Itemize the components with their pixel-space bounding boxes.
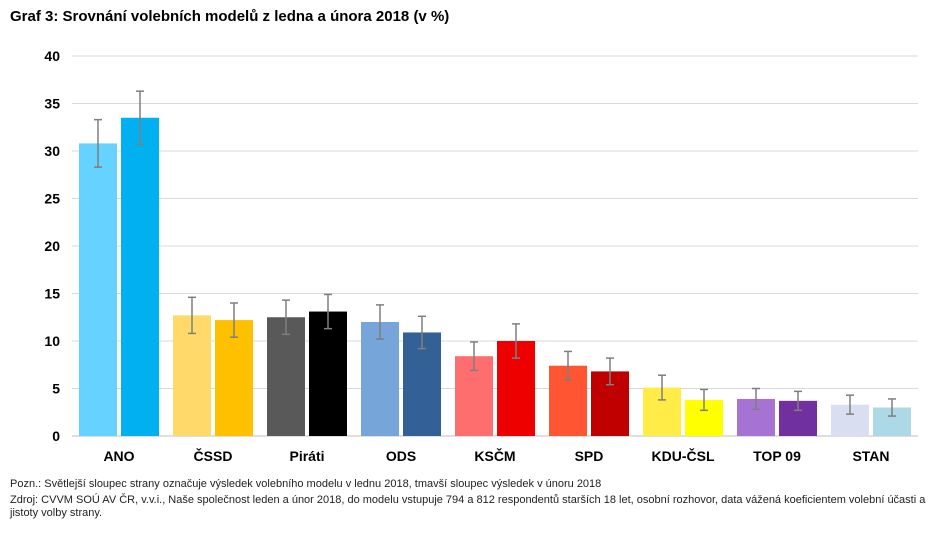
source-text: Zdroj: CVVM SOÚ AV ČR, v.v.i., Naše spol… xyxy=(10,494,926,519)
error-bar xyxy=(136,90,144,146)
error-bar xyxy=(606,357,614,386)
error-bar xyxy=(794,390,802,412)
error-bar xyxy=(470,341,478,372)
y-tick-label: 40 xyxy=(44,48,60,64)
y-tick-label: 15 xyxy=(44,286,60,302)
y-tick-label: 35 xyxy=(44,96,60,112)
y-tick-label: 0 xyxy=(52,428,60,444)
error-bar xyxy=(846,394,854,415)
error-bar xyxy=(564,350,572,381)
y-tick-label: 20 xyxy=(44,238,60,254)
category-label: KSČM xyxy=(474,447,515,464)
category-label: Piráti xyxy=(289,448,324,464)
category-label: TOP 09 xyxy=(753,448,801,464)
category-label: ODS xyxy=(386,448,416,464)
bar-ano-unor xyxy=(121,117,159,436)
category-label: ČSSD xyxy=(194,447,233,464)
bar-piráti-unor xyxy=(309,311,347,436)
chart-notes: Pozn.: Světlejší sloupec strany označuje… xyxy=(10,478,935,523)
error-bar xyxy=(188,296,196,335)
error-bar xyxy=(752,387,760,411)
error-bar xyxy=(658,374,666,401)
error-bar xyxy=(230,302,238,338)
error-bar xyxy=(324,293,332,330)
error-bar xyxy=(418,315,426,350)
bar-čssd-unor xyxy=(215,320,253,436)
error-bar xyxy=(94,118,102,168)
error-bar xyxy=(512,323,520,359)
chart-title: Graf 3: Srovnání volebních modelů z ledn… xyxy=(10,8,450,25)
category-label: SPD xyxy=(575,448,604,464)
note-text: Pozn.: Světlejší sloupec strany označuje… xyxy=(10,478,602,490)
bar-ods-leden xyxy=(361,322,399,436)
error-bar xyxy=(282,299,290,336)
error-bars xyxy=(94,90,896,417)
bar-chart: 0 5 10 15 20 25 30 35 40 ANO ČSSD Piráti ODS KSČM SPD… xyxy=(44,48,918,464)
error-bar xyxy=(700,388,708,412)
category-label: ANO xyxy=(103,448,134,464)
gridlines xyxy=(72,55,918,437)
y-tick-label: 10 xyxy=(44,333,60,349)
bar-čssd-leden xyxy=(173,315,211,436)
bar-ano-leden xyxy=(79,143,117,436)
category-label: STAN xyxy=(852,448,889,464)
y-tick-label: 5 xyxy=(52,381,60,397)
error-bar xyxy=(888,398,896,417)
x-axis-category-labels: ANO ČSSD Piráti ODS KSČM SPD KDU-ČSL TOP 09 STAN xyxy=(103,447,889,464)
category-label: KDU-ČSL xyxy=(652,447,715,464)
error-bar xyxy=(376,304,384,340)
y-tick-label: 25 xyxy=(44,191,60,207)
y-tick-label: 30 xyxy=(44,143,60,159)
y-axis-tick-labels: 0 5 10 15 20 25 30 35 40 xyxy=(44,48,60,444)
bar-ods-unor xyxy=(403,332,441,436)
bar-piráti-leden xyxy=(267,317,305,436)
